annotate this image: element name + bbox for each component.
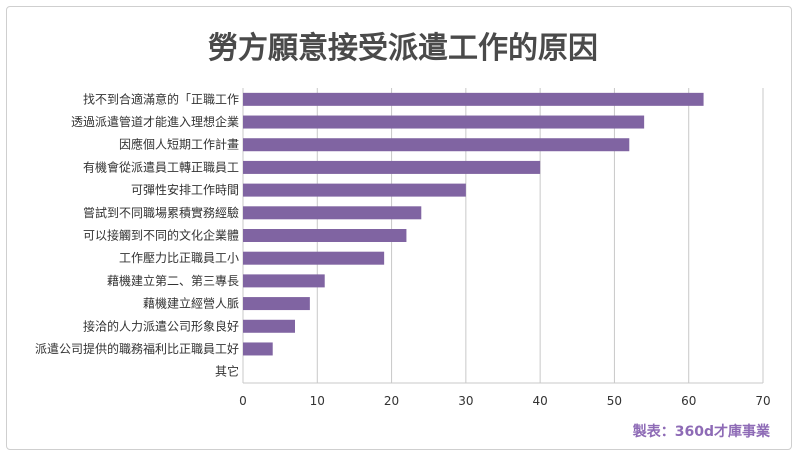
- bar-2: [243, 138, 630, 152]
- chart-title: 勞方願意接受派遣工作的原因: [208, 31, 598, 66]
- bar-9: [243, 297, 310, 311]
- x-tick-label-1: 10: [310, 394, 325, 408]
- bar-8: [243, 274, 325, 288]
- bar-0: [243, 92, 704, 106]
- bar-1: [243, 115, 645, 129]
- category-label-12: 其它: [215, 364, 239, 379]
- category-label-9: 藉機建立經營人脈: [143, 296, 239, 311]
- category-label-11: 派遣公司提供的職務福利比正職員工好: [35, 341, 239, 356]
- category-label-10: 接洽的人力派遣公司形象良好: [83, 318, 239, 333]
- credit-text: 製表：360d才庫事業: [632, 423, 771, 440]
- category-label-5: 嘗試到不同職場累積實務經驗: [83, 205, 239, 220]
- x-axis-ticks: 0 10 20 30 40 50 60 70: [239, 394, 770, 408]
- category-label-3: 有機會從派遣員工轉正職員工: [83, 159, 239, 174]
- bar-11: [243, 342, 273, 356]
- bar-10: [243, 319, 295, 333]
- bars: [243, 92, 704, 356]
- x-tick-label-5: 50: [607, 394, 622, 408]
- bar-3: [243, 160, 541, 174]
- category-label-1: 透過派遣管道才能進入理想企業: [71, 114, 239, 129]
- bar-5: [243, 206, 422, 220]
- bar-6: [243, 229, 407, 242]
- bar-4: [243, 183, 466, 197]
- x-tick-label-6: 60: [681, 394, 696, 408]
- category-labels: 找不到合適滿意的「正職工作透過派遣管道才能進入理想企業因應個人短期工作計畫有機會…: [35, 91, 239, 378]
- gridlines: [242, 88, 764, 384]
- x-tick-label-3: 30: [458, 394, 473, 408]
- bar-7: [243, 251, 385, 265]
- category-label-6: 可以接觸到不同的文化企業體: [83, 228, 239, 243]
- x-tick-label-4: 40: [533, 394, 548, 408]
- chart-frame: [6, 6, 792, 450]
- category-label-4: 可彈性安排工作時間: [131, 182, 239, 197]
- x-tick-label-7: 70: [755, 394, 770, 408]
- category-label-2: 因應個人短期工作計畫: [119, 137, 239, 152]
- x-tick-label-0: 0: [239, 394, 247, 408]
- category-label-0: 找不到合適滿意的「正職工作: [83, 91, 239, 106]
- category-label-7: 工作壓力比正職員工小: [119, 251, 239, 265]
- category-label-8: 藉機建立第二、第三專長: [107, 273, 239, 288]
- x-tick-label-2: 20: [384, 394, 399, 408]
